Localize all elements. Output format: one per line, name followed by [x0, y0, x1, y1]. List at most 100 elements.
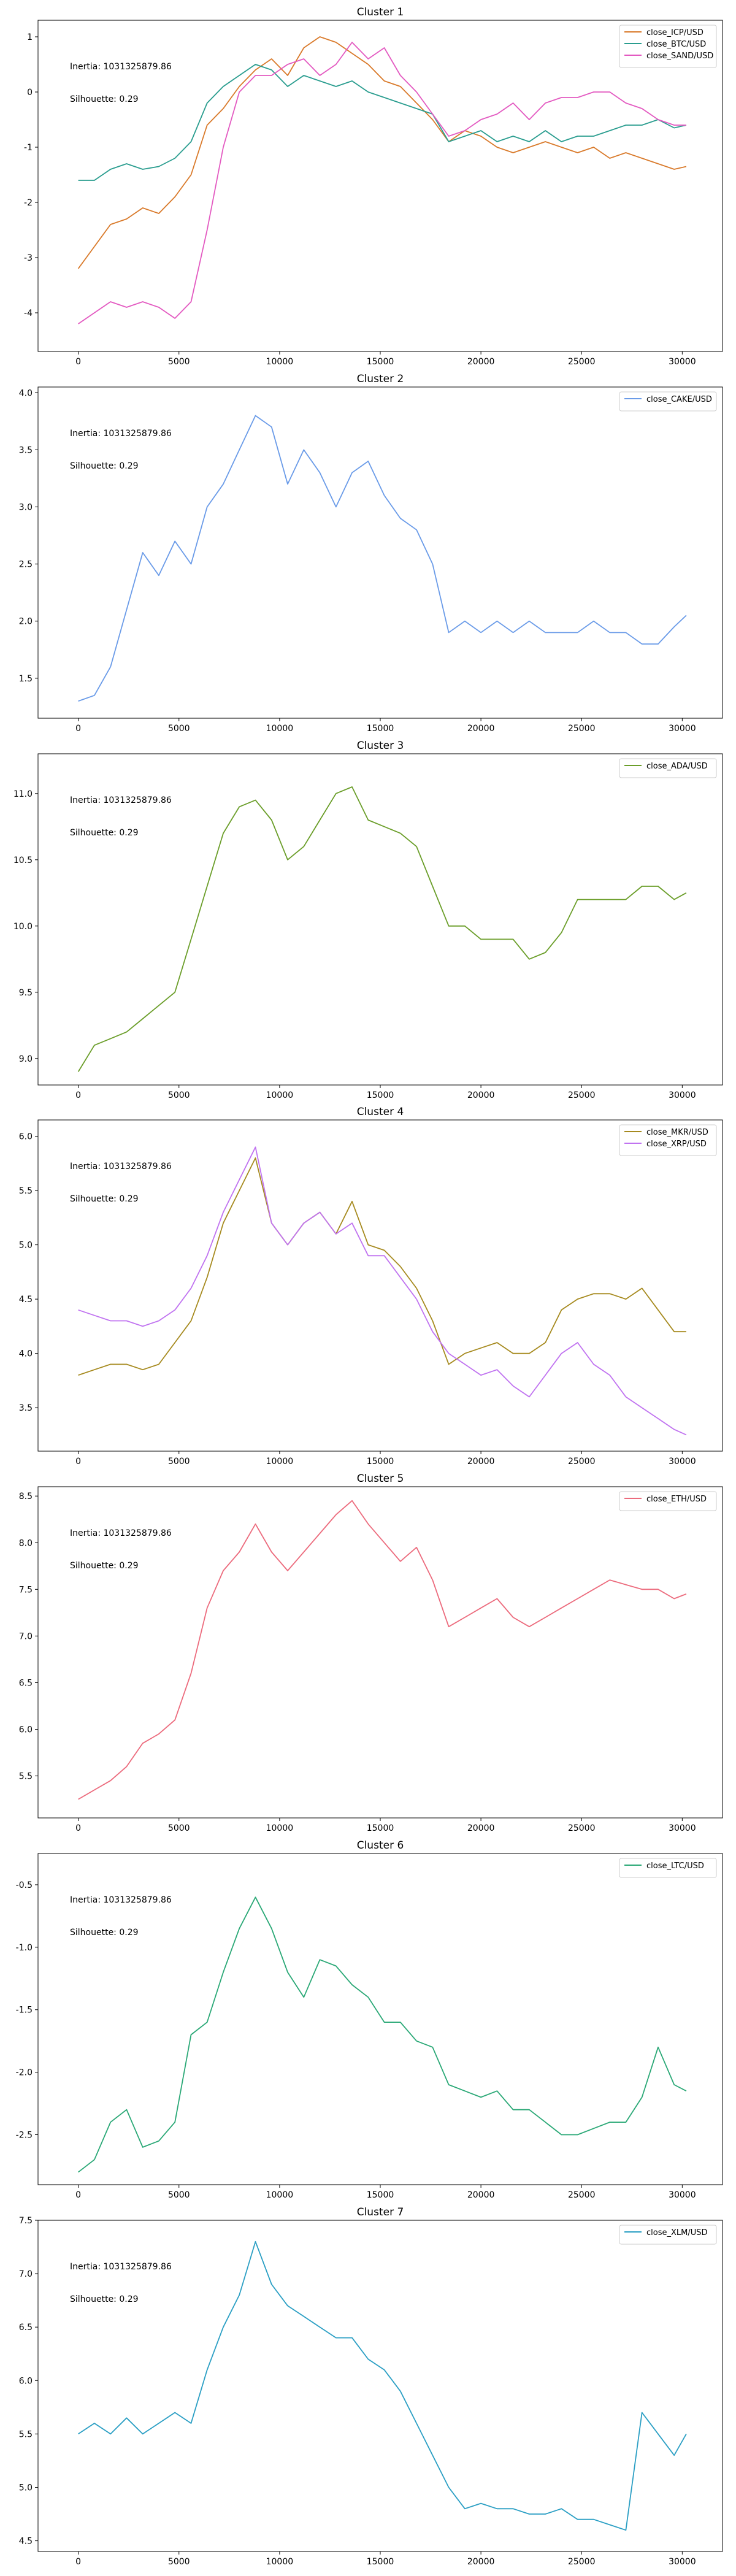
y-tick-label: -1.5 — [16, 2006, 33, 2015]
x-tick-label: 0 — [75, 1823, 81, 1833]
y-tick-label: 6.5 — [19, 2323, 33, 2333]
silhouette-annotation: Silhouette: 0.29 — [70, 1194, 139, 1204]
series-line-1 — [78, 1896, 687, 2173]
x-tick-label: 15000 — [367, 2557, 394, 2567]
chart-panel-5: Cluster 5 0 5000 10000 15000 20000 25000 30000 5… — [19, 1473, 723, 1833]
chart-title: Cluster 7 — [357, 2206, 404, 2218]
x-tick-label: 5000 — [168, 357, 190, 367]
y-tick-label: -1.0 — [16, 1943, 33, 1953]
chart-title: Cluster 2 — [357, 373, 404, 385]
x-tick-label: 10000 — [266, 357, 294, 367]
y-tick-label: 6.0 — [19, 2376, 33, 2386]
silhouette-annotation: Silhouette: 0.29 — [70, 2294, 139, 2304]
legend: close_ETH/USD — [619, 1491, 717, 1511]
x-tick-label: 15000 — [367, 724, 394, 734]
x-tick-label: 20000 — [467, 724, 495, 734]
y-tick-label: 5.5 — [19, 1186, 33, 1196]
legend-label: close_CAKE/USD — [646, 395, 712, 404]
chart-title: Cluster 6 — [357, 1839, 404, 1852]
series-line-1 — [78, 2241, 687, 2531]
x-tick-label: 20000 — [467, 357, 495, 367]
x-tick-label: 15000 — [367, 1091, 394, 1100]
y-tick-label: -4 — [24, 309, 33, 318]
legend-label: close_XRP/USD — [646, 1140, 707, 1149]
x-tick-label: 25000 — [568, 1823, 596, 1833]
x-tick-label: 0 — [75, 724, 81, 734]
x-tick-label: 5000 — [168, 2557, 190, 2567]
y-tick-label: 5.0 — [19, 1241, 33, 1251]
x-tick-label: 15000 — [367, 1457, 394, 1466]
x-tick-label: 25000 — [568, 357, 596, 367]
inertia-annotation: Inertia: 1031325879.86 — [70, 1528, 172, 1538]
inertia-annotation: Inertia: 1031325879.86 — [70, 795, 172, 805]
inertia-annotation: Inertia: 1031325879.86 — [70, 429, 172, 439]
x-tick-label: 5000 — [168, 1091, 190, 1100]
y-tick-label: 7.5 — [19, 2216, 33, 2226]
legend: close_ICP/USD close_BTC/USD close_SAND/USD — [619, 25, 717, 68]
y-tick-label: 8.5 — [19, 1492, 33, 1501]
silhouette-annotation: Silhouette: 0.29 — [70, 461, 139, 471]
x-tick-label: 10000 — [266, 1823, 294, 1833]
x-tick-label: 15000 — [367, 1823, 394, 1833]
y-tick-label: 4.0 — [19, 388, 33, 398]
x-tick-label: 20000 — [467, 1091, 495, 1100]
legend-box — [619, 758, 717, 778]
y-tick-label: -2.5 — [16, 2130, 33, 2140]
y-tick-label: 9.0 — [19, 1054, 33, 1064]
y-tick-label: 6.0 — [19, 1132, 33, 1142]
legend-box — [619, 1858, 717, 1878]
y-tick-label: 3.0 — [19, 503, 33, 513]
legend-label: close_LTC/USD — [646, 1861, 704, 1871]
legend-label: close_ADA/USD — [646, 762, 708, 771]
y-tick-label: 7.0 — [19, 1631, 33, 1641]
x-tick-label: 5000 — [168, 1457, 190, 1466]
x-tick-label: 20000 — [467, 2557, 495, 2567]
y-tick-label: 0 — [27, 88, 33, 98]
x-tick-label: 30000 — [669, 2190, 696, 2200]
x-tick-label: 5000 — [168, 1823, 190, 1833]
x-tick-label: 10000 — [266, 724, 294, 734]
series-line-1 — [77, 36, 687, 269]
y-tick-label: 10.0 — [13, 922, 33, 932]
legend: close_LTC/USD — [619, 1858, 717, 1878]
x-tick-label: 25000 — [568, 1457, 596, 1466]
x-tick-label: 30000 — [669, 2557, 696, 2567]
x-tick-label: 30000 — [669, 1091, 696, 1100]
inertia-annotation: Inertia: 1031325879.86 — [70, 1895, 172, 1905]
x-tick-label: 30000 — [669, 1823, 696, 1833]
x-tick-label: 20000 — [467, 1823, 495, 1833]
y-tick-label: 11.0 — [13, 789, 33, 799]
x-tick-label: 5000 — [168, 724, 190, 734]
legend-box — [619, 1491, 717, 1511]
legend-label: close_ETH/USD — [646, 1495, 707, 1504]
x-tick-label: 0 — [75, 1091, 81, 1100]
legend-label: close_XLM/USD — [646, 2228, 708, 2237]
legend: close_XLM/USD — [619, 2225, 717, 2245]
legend: close_CAKE/USD — [619, 391, 717, 412]
y-tick-label: -0.5 — [16, 1880, 33, 1890]
series-line-1 — [77, 786, 687, 1072]
silhouette-annotation: Silhouette: 0.29 — [70, 94, 139, 104]
chart-panel-3: Cluster 3 0 5000 10000 15000 20000 25000 30000 9… — [13, 740, 723, 1100]
chart-panel-7: Cluster 7 0 5000 10000 15000 20000 25000 30000 4… — [19, 2206, 723, 2567]
chart-panel-6: Cluster 6 0 5000 10000 15000 20000 25000 30000 -… — [16, 1839, 723, 2200]
y-tick-label: 7.5 — [19, 1585, 33, 1595]
chart-panel-4: Cluster 4 0 5000 10000 15000 20000 25000 30000 3… — [19, 1106, 723, 1466]
x-tick-label: 25000 — [568, 2557, 596, 2567]
chart-title: Cluster 5 — [357, 1473, 404, 1485]
y-tick-label: 2.5 — [19, 560, 33, 570]
chart-title: Cluster 4 — [357, 1106, 404, 1118]
y-tick-label: 4.5 — [19, 1295, 33, 1305]
x-tick-label: 10000 — [266, 1091, 294, 1100]
legend-label: close_ICP/USD — [646, 28, 703, 37]
y-tick-label: 5.5 — [19, 1772, 33, 1782]
series-line-2 — [78, 64, 687, 181]
y-tick-label: 6.5 — [19, 1678, 33, 1688]
x-tick-label: 0 — [75, 2190, 81, 2200]
legend-label: close_BTC/USD — [646, 40, 706, 49]
x-tick-label: 0 — [75, 2557, 81, 2567]
y-tick-label: 1.5 — [19, 674, 33, 684]
x-tick-label: 20000 — [467, 2190, 495, 2200]
y-tick-label: 6.0 — [19, 1725, 33, 1735]
